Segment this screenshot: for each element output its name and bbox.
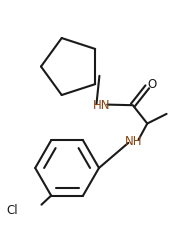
Text: O: O xyxy=(147,78,156,91)
Text: HN: HN xyxy=(93,99,111,112)
Text: Cl: Cl xyxy=(6,204,18,217)
Text: NH: NH xyxy=(125,135,142,148)
